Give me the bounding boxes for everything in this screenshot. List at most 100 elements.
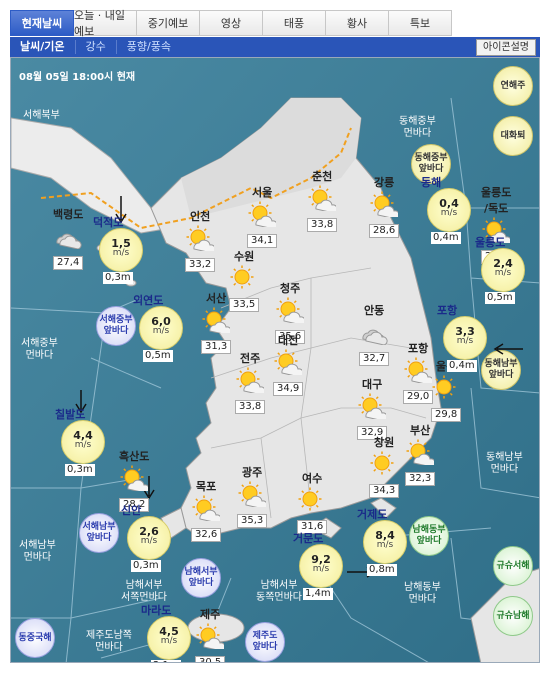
- zone-west-central-near[interactable]: 서해중부 앞바다: [96, 306, 136, 346]
- buoy-chilbal[interactable]: 4,4 m/s: [61, 420, 105, 464]
- city-name: 인천: [190, 210, 211, 223]
- city-name: 울릉도 /독도: [481, 186, 512, 215]
- city-jeju[interactable]: 제주 30,5: [195, 606, 226, 662]
- zone-west-south-near[interactable]: 서해남부 앞바다: [79, 513, 119, 553]
- zone-yeonhaeju[interactable]: 연해주: [493, 66, 533, 106]
- partly-cloudy-icon: [273, 349, 303, 375]
- city-busan[interactable]: 부산 32,3: [405, 422, 436, 486]
- city-gwangju[interactable]: 광주 35,3: [237, 464, 268, 528]
- zone-south-west-near[interactable]: 남해서부 앞바다: [181, 558, 221, 598]
- partly-cloudy-icon: [369, 191, 399, 217]
- city-name: 여수: [302, 472, 323, 485]
- wind-speed: 2,4: [493, 257, 513, 270]
- city-seoul[interactable]: 서울 34,1: [247, 184, 278, 248]
- wind-unit: m/s: [440, 208, 458, 218]
- sea-area-label: 남해동부 먼바다: [404, 582, 441, 605]
- sunny-icon: [369, 451, 399, 477]
- zone-gyusu-west[interactable]: 규슈서해: [493, 546, 533, 586]
- temperature-value: 27,4: [53, 256, 84, 270]
- buoy-pohang-buoy[interactable]: 3,3 m/s: [443, 316, 487, 360]
- buoy-sinan[interactable]: 2,6 m/s: [127, 516, 171, 560]
- temperature-value: 29,8: [431, 408, 462, 422]
- city-name: 춘천: [312, 170, 333, 183]
- zone-east-south-near[interactable]: 동해남부 앞바다: [481, 350, 521, 390]
- temperature-value: 28,2: [119, 498, 150, 512]
- main-tabs: 현재날씨 오늘 · 내일 예보 중기예보 영상 태풍 황사 특보: [10, 9, 452, 38]
- city-andong[interactable]: 안동 32,7: [359, 302, 390, 366]
- subtab-wind[interactable]: 풍향/풍속: [126, 40, 171, 53]
- temperature-value: 33,8: [235, 400, 266, 414]
- wind-speed: 3,3: [455, 325, 475, 338]
- zone-east-central-near[interactable]: 동해중부 앞바다: [411, 144, 451, 184]
- zone-dongjung[interactable]: 동중국해: [15, 618, 55, 658]
- wind-speed: 9,2: [311, 553, 331, 566]
- city-name: 창원: [374, 436, 395, 449]
- buoy-geomun[interactable]: 9,2 m/s: [299, 544, 343, 588]
- tab-video[interactable]: 영상: [200, 10, 263, 36]
- buoy-donghae[interactable]: 0,4 m/s: [427, 188, 471, 232]
- buoy-name: 동해: [421, 176, 442, 189]
- sea-area-label: 서해중부 먼바다: [21, 338, 58, 361]
- partly-cloudy-icon: [235, 367, 265, 393]
- buoy-ulleung-buoy[interactable]: 2,4 m/s: [481, 248, 525, 292]
- city-mokpo[interactable]: 목포 32,6: [191, 478, 222, 542]
- buoy-deokjeok[interactable]: 1,5 m/s: [99, 228, 143, 272]
- wind-unit: m/s: [376, 540, 394, 550]
- city-jeonju[interactable]: 전주 33,8: [235, 350, 266, 414]
- wind-speed: 0,4: [439, 197, 459, 210]
- sea-area-label: 남해서부 동쪽먼바다: [256, 580, 302, 603]
- icon-legend-button[interactable]: 아이콘설명: [476, 39, 536, 56]
- tab-typhoon[interactable]: 태풍: [263, 10, 326, 36]
- city-heuksando[interactable]: 흑산도 28,2: [119, 448, 149, 512]
- tab-yellow-dust[interactable]: 황사: [326, 10, 389, 36]
- temperature-value: 33,5: [229, 298, 260, 312]
- buoy-geoje[interactable]: 8,4 m/s: [363, 520, 407, 564]
- city-seosan[interactable]: 서산 31,3: [201, 290, 232, 354]
- city-name: 안동: [364, 304, 385, 317]
- city-baengnyeong[interactable]: 백령도 27,4: [53, 206, 83, 270]
- city-name: 대전: [278, 334, 299, 347]
- wind-speed: 4,4: [73, 429, 93, 442]
- tab-today-tomorrow[interactable]: 오늘 · 내일 예보: [74, 9, 137, 38]
- zone-south-east-near[interactable]: 남해동부 앞바다: [409, 516, 449, 556]
- city-daejeon[interactable]: 대전 34,9: [273, 332, 304, 396]
- zone-jeju-near[interactable]: 제주도 앞바다: [245, 622, 285, 662]
- subtab-weather-temp[interactable]: 날씨/기온: [10, 40, 76, 54]
- city-gangneung[interactable]: 강릉 28,6: [369, 174, 400, 238]
- sea-area-label: 남해서부 서쪽먼바다: [121, 580, 167, 603]
- buoy-oeyeon[interactable]: 6,0 m/s: [139, 306, 183, 350]
- partly-cloudy-icon: [119, 465, 149, 491]
- city-incheon[interactable]: 인천 33,2: [185, 208, 216, 272]
- tab-mid-term[interactable]: 중기예보: [137, 10, 200, 36]
- city-pohang[interactable]: 포항 29,0: [403, 340, 434, 404]
- wind-arrow-icon: [75, 390, 87, 414]
- tab-warnings[interactable]: 특보: [389, 10, 452, 36]
- city-changwon[interactable]: 창원 34,3: [369, 434, 400, 498]
- city-name: 대구: [362, 378, 383, 391]
- wind-unit: m/s: [140, 536, 158, 546]
- buoy-name: 외연도: [133, 294, 164, 307]
- city-daegu[interactable]: 대구 32,9: [357, 376, 388, 440]
- temperature-value: 35,6: [275, 330, 306, 344]
- subtab-precipitation[interactable]: 강수: [76, 40, 117, 54]
- temperature-value: 34,9: [273, 382, 304, 396]
- city-name: 광주: [242, 466, 263, 479]
- buoy-marado[interactable]: 4,5 m/s: [147, 616, 191, 660]
- tab-current-weather[interactable]: 현재날씨: [10, 10, 74, 36]
- city-chuncheon[interactable]: 춘천 33,8: [307, 168, 338, 232]
- temperature-value: 33,2: [185, 258, 216, 272]
- partly-cloudy-icon: [405, 439, 435, 465]
- city-suwon[interactable]: 수원 33,5: [229, 248, 260, 312]
- city-cheongju[interactable]: 청주 35,6: [275, 280, 306, 344]
- buoy-name: 신안: [121, 504, 142, 517]
- zone-gyusu-south[interactable]: 규슈남해: [493, 596, 533, 636]
- partly-cloudy-icon: [185, 225, 215, 251]
- wave-height: 0,5m: [143, 350, 173, 362]
- city-name: 서울: [252, 186, 273, 199]
- zone-daehwatoe[interactable]: 대화퇴: [493, 116, 533, 156]
- cloudy-icon: [53, 223, 83, 249]
- wind-unit: m/s: [312, 564, 330, 574]
- city-yeosu[interactable]: 여수 31,6: [297, 470, 328, 534]
- temperature-value: 32,3: [405, 472, 436, 486]
- partly-cloudy-icon: [275, 297, 305, 323]
